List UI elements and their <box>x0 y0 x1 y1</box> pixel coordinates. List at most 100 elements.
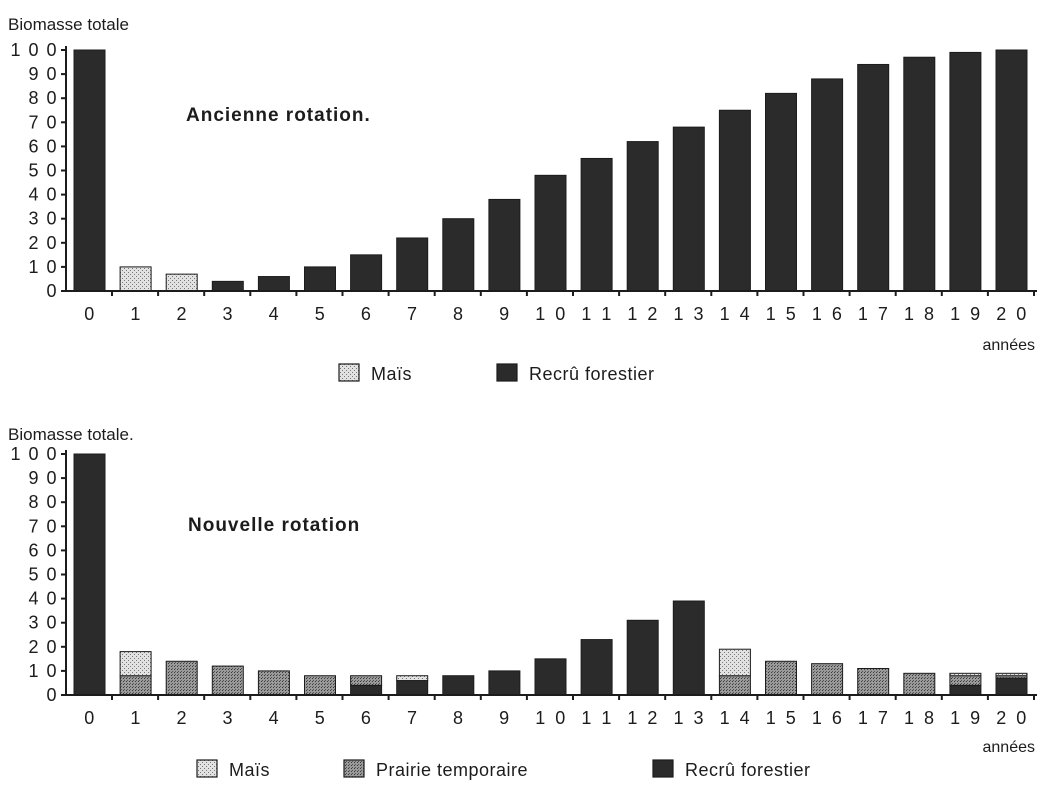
bar-mais-14 <box>718 648 751 677</box>
y-axis-label: Biomasse totale. <box>8 425 134 444</box>
x-tick-label: 1 0 <box>535 708 568 728</box>
y-tick-label: 1 0 <box>28 661 58 681</box>
y-tick-label: 6 0 <box>28 540 58 560</box>
x-tick-label: 4 <box>269 304 282 324</box>
x-axis-unit-label: années <box>983 337 1036 354</box>
bar-foret-6 <box>350 684 383 696</box>
legend-swatch-foret <box>496 363 518 382</box>
y-tick-label: 2 0 <box>28 233 58 253</box>
bar-prairie-4 <box>257 670 290 696</box>
legend-swatch-foret <box>652 759 674 778</box>
y-tick-label: 0 <box>46 685 58 705</box>
y-tick-labels: 0 1 0 2 0 3 0 4 0 5 0 6 0 7 0 8 0 9 0 1 0 0 <box>10 40 58 301</box>
x-tick-label: 7 <box>407 708 420 728</box>
x-tick-label: 0 <box>84 708 97 728</box>
bar-mais-7 <box>396 675 429 682</box>
x-tick-label: 8 <box>453 304 466 324</box>
y-tick-label: 1 0 0 <box>10 444 58 464</box>
bar-foret-0 <box>73 453 106 696</box>
x-tick-label: 8 <box>453 708 466 728</box>
x-tick-label: 5 <box>315 708 328 728</box>
x-tick-label: 2 <box>176 708 189 728</box>
x-tick-labels: 0 1 2 3 4 5 6 7 8 9 1 0 1 1 1 2 1 3 1 4 1 5 1 6 1 7 1 8 1 9… <box>84 304 1026 324</box>
x-tick-label: 9 <box>499 708 512 728</box>
legend-swatch-mais <box>338 363 360 382</box>
x-tick-label: 4 <box>269 708 282 728</box>
bar-prairie-16 <box>811 663 844 696</box>
y-tick-label: 5 0 <box>28 565 58 585</box>
x-tick-label: 1 3 <box>674 304 707 324</box>
x-tick-label: 1 <box>130 708 143 728</box>
bar-foret-11 <box>580 639 613 696</box>
x-tick-label: 1 9 <box>950 708 983 728</box>
bars <box>73 49 1028 292</box>
y-tick-label: 7 0 <box>28 112 58 132</box>
bar-foret-14 <box>718 109 751 292</box>
y-tick-label: 3 0 <box>28 209 58 229</box>
bars <box>73 453 1028 696</box>
bar-foret-13 <box>672 600 705 696</box>
bar-mais-1 <box>119 266 152 292</box>
legend: Maïs Prairie temporaire Recrû forestier <box>196 759 811 780</box>
bar-foret-7 <box>396 237 429 292</box>
x-tick-label: 1 3 <box>674 708 707 728</box>
x-axis-unit-label: années <box>983 739 1036 756</box>
x-tick-label: 1 2 <box>627 708 660 728</box>
bar-mais-20 <box>995 672 1028 677</box>
bar-foret-15 <box>765 92 797 292</box>
bar-mais-19 <box>949 672 982 677</box>
bar-foret-17 <box>857 63 890 292</box>
bar-prairie-5 <box>304 675 336 696</box>
bar-prairie-15 <box>765 660 797 696</box>
x-tick-label: 1 0 <box>535 304 568 324</box>
legend-label-mais: Maïs <box>371 364 412 384</box>
x-tick-label: 2 0 <box>996 708 1029 728</box>
y-tick-label: 4 0 <box>28 589 58 609</box>
bar-foret-9 <box>488 670 521 696</box>
bar-foret-7 <box>396 680 429 696</box>
bar-foret-4 <box>257 276 290 292</box>
y-axis-label: Biomasse totale <box>8 15 129 34</box>
bar-foret-8 <box>442 675 475 696</box>
bar-foret-13 <box>672 126 705 292</box>
y-tick-label: 4 0 <box>28 185 58 205</box>
x-tick-label: 1 9 <box>950 304 983 324</box>
axes <box>61 46 1037 296</box>
x-tick-label: 1 1 <box>581 708 614 728</box>
x-tick-label: 7 <box>407 304 420 324</box>
x-tick-label: 1 8 <box>904 304 937 324</box>
bar-prairie-2 <box>165 660 198 696</box>
x-tick-label: 1 4 <box>720 304 753 324</box>
x-tick-label: 1 7 <box>858 708 891 728</box>
x-tick-label: 9 <box>499 304 512 324</box>
y-tick-label: 0 <box>46 281 58 301</box>
bar-foret-8 <box>442 218 475 292</box>
chart-nouvelle-rotation: Biomasse totale. Nouvelle rotation 0 1 0 2… <box>8 425 1037 780</box>
bar-mais-1 <box>119 651 152 677</box>
bar-foret-3 <box>211 280 244 292</box>
x-tick-labels: 0 1 2 3 4 5 6 7 8 9 1 0 1 1 1 2 1 3 1 4 1 5 1 6 1 7 1 8 1 9… <box>84 708 1029 728</box>
bar-foret-16 <box>811 78 844 292</box>
x-tick-label: 1 6 <box>812 304 845 324</box>
y-tick-label: 6 0 <box>28 136 58 156</box>
bar-foret-6 <box>350 254 383 292</box>
legend-label-foret: Recrû forestier <box>685 760 811 780</box>
chart-ancienne-rotation: Biomasse totale Ancienne rotation. 0 1 0 2… <box>8 15 1037 384</box>
x-tick-label: 2 <box>176 304 189 324</box>
y-tick-label: 8 0 <box>28 492 58 512</box>
bar-foret-9 <box>488 198 521 292</box>
bar-foret-12 <box>626 141 659 292</box>
y-tick-label: 3 0 <box>28 613 58 633</box>
bar-prairie-18 <box>903 672 936 696</box>
axes <box>61 450 1037 700</box>
legend-swatch-mais <box>196 759 218 778</box>
x-tick-label: 6 <box>361 304 374 324</box>
bar-foret-0 <box>73 49 106 292</box>
bar-foret-19 <box>949 684 982 696</box>
bar-prairie-1 <box>119 675 152 696</box>
x-tick-label: 3 <box>223 708 236 728</box>
x-tick-label: 1 <box>130 304 143 324</box>
y-tick-label: 1 0 0 <box>10 40 58 60</box>
x-tick-label: 5 <box>315 304 328 324</box>
legend-label-prairie: Prairie temporaire <box>376 760 528 780</box>
